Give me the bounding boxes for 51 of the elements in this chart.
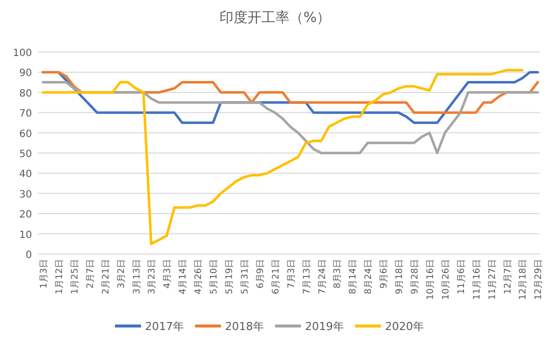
x-tick-label: 3月2日 xyxy=(116,259,127,288)
y-tick-label: 60 xyxy=(19,128,32,140)
x-tick-label: 5月19日 xyxy=(225,259,236,294)
x-tick-label: 2月21日 xyxy=(101,259,112,294)
x-tick-label: 2月7日 xyxy=(86,259,96,288)
x-tick-label: 11月6日 xyxy=(456,259,467,294)
x-tick-label: 6月9日 xyxy=(256,259,266,288)
y-tick-label: 100 xyxy=(12,48,32,59)
x-tick-label: 3月13日 xyxy=(132,259,142,294)
legend-label: 2020年 xyxy=(385,320,424,333)
x-tick-label: 7月3日 xyxy=(286,259,297,288)
y-tick-label: 30 xyxy=(19,189,32,200)
x-tick-label: 1月25日 xyxy=(70,259,80,294)
x-tick-label: 10月16日 xyxy=(426,259,436,300)
line-series xyxy=(42,81,539,154)
legend-label: 2018年 xyxy=(225,320,264,333)
y-tick-label: 70 xyxy=(19,108,32,120)
x-tick-label: 4月3日 xyxy=(163,259,174,288)
x-tick-label: 1月12日 xyxy=(54,259,65,294)
chart-title: 印度开工率（%） xyxy=(219,10,331,26)
y-tick-label: 80 xyxy=(19,88,32,100)
x-tick-label: 8月14日 xyxy=(348,259,359,294)
y-tick-label: 90 xyxy=(19,68,32,80)
line-series xyxy=(42,68,524,246)
legend-label: 2019年 xyxy=(305,320,344,333)
x-tick-label: 4月14日 xyxy=(178,259,189,294)
x-tick-label: 12月29日 xyxy=(534,259,544,300)
x-tick-label: 6月21日 xyxy=(271,259,282,294)
y-tick-label: 50 xyxy=(19,149,32,160)
legend-label: 2017年 xyxy=(145,320,184,333)
x-tick-label: 9月28日 xyxy=(410,259,421,294)
x-tick-label: 8月3日 xyxy=(333,259,344,288)
x-tick-label: 1月3日 xyxy=(40,259,50,288)
x-tick-label: 5月31日 xyxy=(240,259,250,294)
x-tick-label: 3月23日 xyxy=(148,259,158,294)
y-tick-label: 40 xyxy=(19,169,32,180)
x-tick-label: 4月26日 xyxy=(194,259,204,294)
x-tick-label: 7月13日 xyxy=(302,259,312,294)
x-tick-label: 10月26日 xyxy=(441,259,452,300)
x-tick-label: 9月18日 xyxy=(395,259,406,294)
x-tick-label: 11月27日 xyxy=(488,259,498,300)
x-tick-label: 12月7日 xyxy=(503,259,514,294)
x-tick-label: 5月10日 xyxy=(210,259,220,294)
x-tick-label: 9月6日 xyxy=(380,259,390,288)
x-tick-label: 11月16日 xyxy=(472,259,482,300)
x-tick-label: 8月24日 xyxy=(364,259,374,294)
y-tick-label: 10 xyxy=(19,230,32,241)
y-tick-label: 20 xyxy=(19,210,32,221)
y-tick-label: 0 xyxy=(26,250,32,261)
x-tick-label: 7月24日 xyxy=(318,259,328,294)
x-tick-label: 12月18日 xyxy=(518,259,529,300)
